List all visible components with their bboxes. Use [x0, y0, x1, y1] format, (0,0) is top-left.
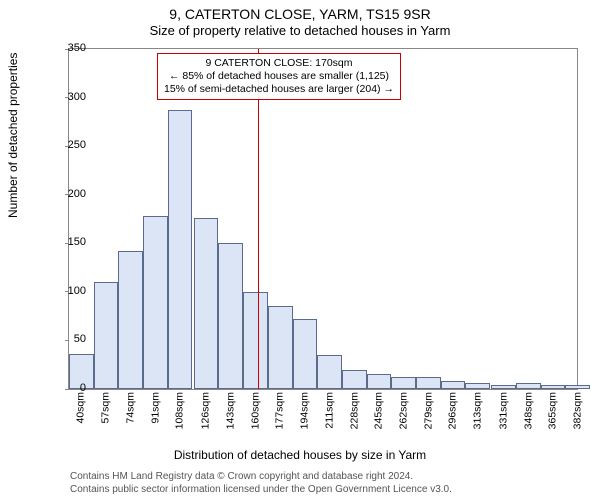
footer-line2: Contains public sector information licen… [70, 484, 452, 497]
histogram-bar [293, 319, 318, 389]
xtick-label: 228sqm [348, 392, 360, 429]
ytick-label: 200 [68, 188, 86, 200]
callout-line2: ← 85% of detached houses are smaller (1,… [164, 70, 394, 83]
xtick-label: 262sqm [397, 392, 409, 429]
xtick-label: 177sqm [274, 392, 286, 429]
ytick-label: 250 [68, 139, 86, 151]
xtick-label: 74sqm [124, 392, 136, 424]
ytick-label: 100 [68, 285, 86, 297]
histogram-bar [118, 251, 143, 389]
chart-title-main: 9, CATERTON CLOSE, YARM, TS15 9SR [0, 0, 600, 22]
plot-area: 9 CATERTON CLOSE: 170sqm← 85% of detache… [68, 48, 578, 390]
ytick-label: 50 [74, 333, 86, 345]
callout-line1: 9 CATERTON CLOSE: 170sqm [164, 57, 394, 70]
callout-line3: 15% of semi-detached houses are larger (… [164, 83, 394, 96]
histogram-bar [268, 306, 293, 389]
histogram-bar [194, 218, 219, 389]
chart-title-sub: Size of property relative to detached ho… [0, 22, 600, 38]
xtick-label: 143sqm [224, 392, 236, 429]
histogram-bar [565, 385, 590, 389]
xtick-label: 365sqm [547, 392, 559, 429]
xtick-label: 279sqm [422, 392, 434, 429]
y-axis-label: Number of detached properties [6, 53, 20, 218]
xtick-label: 160sqm [249, 392, 261, 429]
histogram-bar [441, 381, 466, 389]
xtick-label: 245sqm [373, 392, 385, 429]
histogram-bar [367, 374, 392, 389]
histogram-bar [516, 383, 541, 389]
histogram-bar [541, 385, 566, 389]
ytick-label: 300 [68, 91, 86, 103]
histogram-bar [342, 370, 367, 389]
xtick-label: 348sqm [522, 392, 534, 429]
histogram-bar [416, 377, 441, 389]
ytick-label: 150 [68, 236, 86, 248]
xtick-label: 211sqm [323, 392, 335, 429]
histogram-bar [465, 383, 490, 389]
histogram-bar [143, 216, 168, 389]
footer-line1: Contains HM Land Registry data © Crown c… [70, 471, 452, 484]
histogram-bar [317, 355, 342, 389]
xtick-label: 382sqm [571, 392, 583, 429]
xtick-label: 91sqm [149, 392, 161, 424]
histogram-bar [391, 377, 416, 389]
xtick-label: 40sqm [75, 392, 87, 424]
histogram-bar [168, 110, 193, 389]
xtick-label: 108sqm [174, 392, 186, 429]
histogram-bar [94, 282, 119, 389]
xtick-label: 296sqm [447, 392, 459, 429]
footer-attribution: Contains HM Land Registry data © Crown c… [70, 471, 452, 496]
xtick-label: 126sqm [200, 392, 212, 429]
xtick-label: 331sqm [497, 392, 509, 429]
histogram-bar [491, 385, 516, 389]
chart-container: 9, CATERTON CLOSE, YARM, TS15 9SR Size o… [0, 0, 600, 500]
ytick-label: 350 [68, 42, 86, 54]
xtick-label: 194sqm [299, 392, 311, 429]
histogram-bar [218, 243, 243, 389]
xtick-label: 57sqm [100, 392, 112, 424]
x-axis-label: Distribution of detached houses by size … [0, 448, 600, 462]
xtick-label: 313sqm [471, 392, 483, 429]
histogram-bar [243, 292, 268, 389]
callout-box: 9 CATERTON CLOSE: 170sqm← 85% of detache… [157, 53, 401, 100]
